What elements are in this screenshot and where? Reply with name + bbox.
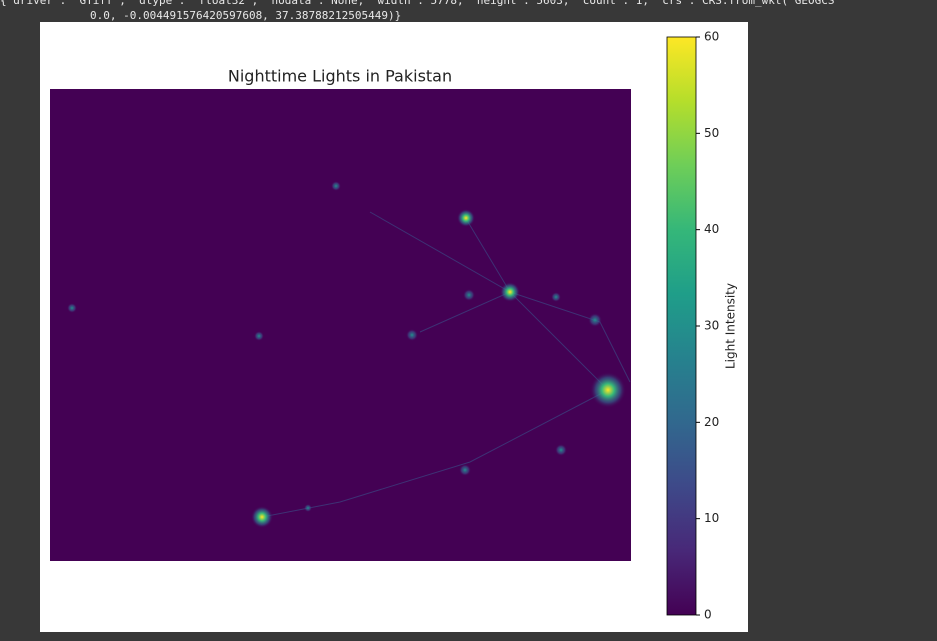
colorbar-tick-label: 20 bbox=[704, 415, 719, 429]
colorbar-tick-label: 40 bbox=[704, 222, 719, 236]
output-line: 0.0, -0.004491576420597608, 37.387882125… bbox=[90, 9, 402, 22]
light-spots bbox=[67, 181, 631, 528]
cell-output: {'driver': 'GTiff', 'dtype': 'float32', … bbox=[0, 0, 937, 23]
colorbar bbox=[666, 36, 697, 616]
colorbar-tick-label: 0 bbox=[704, 608, 712, 622]
colorbar-tick-label: 30 bbox=[704, 319, 719, 333]
colorbar-tick-label: 60 bbox=[704, 30, 719, 44]
figure: Nighttime Lights in Pakistan Light Inten… bbox=[40, 22, 748, 632]
colorbar-tick-label: 50 bbox=[704, 126, 719, 140]
image bbox=[50, 89, 631, 561]
chart-title: Nighttime Lights in Pakistan bbox=[228, 67, 452, 86]
colorbar-tick-label: 10 bbox=[704, 511, 719, 525]
colorbar-label: Light Intensity bbox=[724, 283, 738, 369]
output-line: {'driver': 'GTiff', 'dtype': 'float32', … bbox=[0, 0, 835, 7]
